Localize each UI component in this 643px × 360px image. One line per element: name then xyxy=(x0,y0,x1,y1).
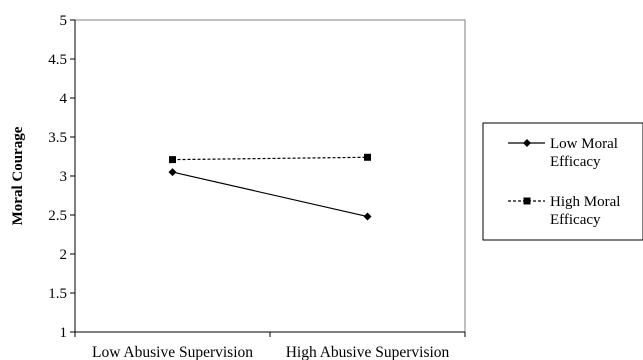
x-tick-label: High Abusive Supervision xyxy=(286,344,450,360)
legend-item-1: Low Moral Efficacy xyxy=(508,136,618,170)
plot-frame xyxy=(74,19,466,333)
legend-item-2: High Moral Efficacy xyxy=(508,194,620,228)
series-layer xyxy=(168,153,372,221)
data-point xyxy=(364,153,371,161)
series-line xyxy=(172,156,368,161)
y-tick-label: 3 xyxy=(60,169,68,185)
series-1 xyxy=(168,168,372,221)
y-axis-label: Moral Courage xyxy=(10,126,26,225)
data-point xyxy=(169,156,176,164)
legend-items: Low Moral Efficacy High Moral Efficacy xyxy=(508,136,620,228)
legend-marker xyxy=(523,139,531,147)
legend-box xyxy=(482,122,643,241)
series-2 xyxy=(169,153,371,164)
x-axis: Low Abusive Supervision High Abusive Supe… xyxy=(74,331,466,360)
series-line xyxy=(172,171,368,218)
y-tick-label: 3.5 xyxy=(48,130,67,146)
legend-label: High Moral xyxy=(550,194,620,210)
legend: Low Moral Efficacy High Moral Efficacy xyxy=(482,122,643,241)
y-tick-label: 1.5 xyxy=(48,286,67,302)
y-tick-label: 4 xyxy=(60,91,68,107)
legend-label: Efficacy xyxy=(550,154,601,170)
data-point xyxy=(363,212,372,221)
legend-label: Efficacy xyxy=(550,212,601,228)
y-tick-label: 1 xyxy=(60,325,68,341)
legend-marker xyxy=(523,197,531,205)
y-tick-label: 4.5 xyxy=(48,52,67,68)
legend-label: Low Moral xyxy=(550,136,618,152)
x-tick-label: Low Abusive Supervision xyxy=(92,344,253,360)
y-tick-label: 2 xyxy=(60,247,68,263)
y-tick-label: 2.5 xyxy=(48,208,67,224)
y-axis: 1 1.5 2 2.5 3 3.5 4 4.5 5 xyxy=(48,13,76,341)
data-point xyxy=(168,168,177,177)
plot-area xyxy=(74,19,466,333)
y-tick-label: 5 xyxy=(60,13,68,29)
